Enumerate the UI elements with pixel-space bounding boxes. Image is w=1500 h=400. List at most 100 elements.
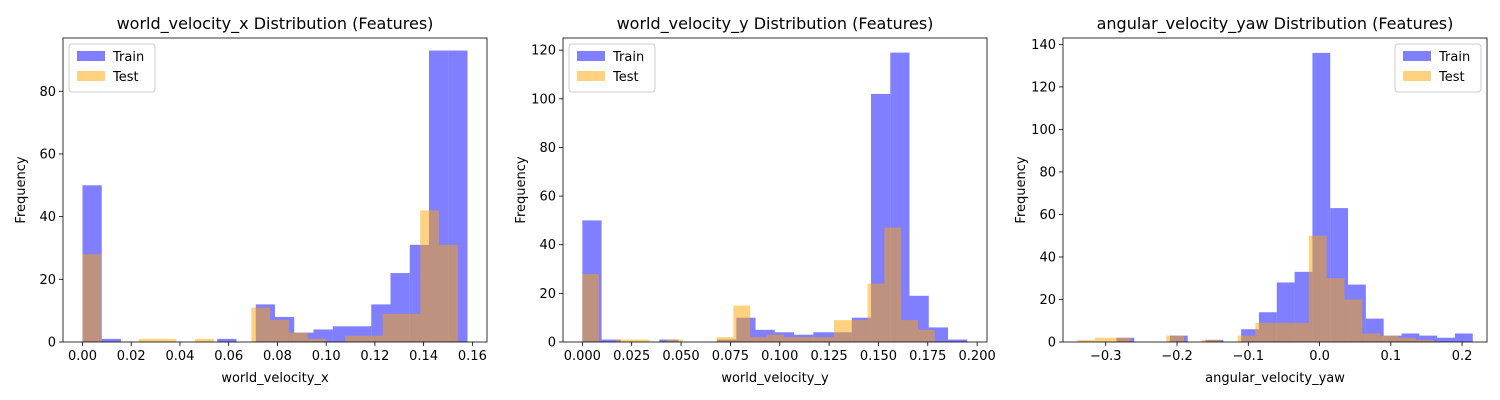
chart-panel-1: 0.00 0.02 0.04 0.06 0.08 0.10 0.12 0.14 0.16 0 20 4… (14, 14, 488, 386)
bar-test (251, 307, 271, 342)
y-tick-label: 60 (1039, 208, 1056, 223)
bar-train (217, 338, 237, 342)
bar-test (884, 227, 902, 342)
legend-swatch-train (1403, 51, 1431, 61)
bar-test (307, 338, 327, 342)
bar-test (850, 320, 868, 342)
y-tick-label: 0 (48, 336, 56, 351)
bar-train (1419, 335, 1438, 342)
y-tick-label: 80 (539, 141, 556, 156)
y-tick-label: 40 (539, 238, 556, 253)
legend-label-train: Train (112, 50, 144, 65)
bar-test (1326, 278, 1345, 342)
x-tick-label: −0.2 (1161, 349, 1193, 364)
chart-title: angular_velocity_yaw Distribution (Featu… (1097, 14, 1454, 34)
chart-panel-2: 0.000 0.025 0.050 0.075 0.100 0.125 0.150 0.175… (514, 14, 996, 386)
bar-test (834, 320, 851, 342)
series-train (1116, 52, 1473, 343)
x-axis-label: world_velocity_y (721, 371, 829, 386)
legend-swatch-train (77, 51, 105, 61)
x-tick-label: 0.00 (68, 349, 97, 364)
legend-swatch-test (1403, 71, 1431, 81)
legend-label-train: Train (1438, 50, 1470, 65)
bar-train (601, 339, 621, 342)
y-tick-label: 80 (39, 85, 56, 100)
axes-frame (1062, 37, 1488, 343)
bar-test (901, 320, 918, 342)
x-tick-label: 0.08 (263, 349, 292, 364)
y-tick-label: 0 (548, 336, 556, 351)
y-tick-label: 100 (531, 92, 556, 107)
x-tick-label: 0.14 (409, 349, 438, 364)
bar-test (1291, 322, 1309, 342)
bar-train (1437, 337, 1455, 342)
bar-test (1237, 335, 1256, 342)
bar-test (733, 305, 751, 342)
chart-title: world_velocity_x Distribution (Features) (117, 14, 434, 34)
x-tick-label: 0.12 (360, 349, 389, 364)
bar-test (632, 339, 650, 342)
y-tick-label: 20 (539, 287, 556, 302)
bar-train (101, 338, 121, 342)
x-tick-label: −0.3 (1090, 349, 1122, 364)
x-tick-label: 0.16 (458, 349, 487, 364)
bar-test (582, 273, 600, 342)
legend-swatch-test (577, 71, 605, 81)
legend: Train Test (68, 43, 156, 93)
bar-test (1380, 335, 1398, 342)
bar-test (438, 244, 458, 342)
bar-test (1362, 333, 1381, 342)
bar-test (750, 337, 767, 342)
axes-frame (562, 37, 988, 343)
x-tick-label: 0.06 (214, 349, 243, 364)
bar-test (1308, 235, 1327, 342)
x-tick-label: 0.175 (909, 349, 946, 364)
axes-frame (62, 37, 488, 343)
bar-test (666, 339, 684, 342)
bar-test (1201, 339, 1220, 342)
x-tick-label: 0.025 (613, 349, 650, 364)
bar-test (82, 254, 102, 342)
bar-test (1344, 299, 1363, 342)
x-tick-label: 0.150 (860, 349, 897, 364)
x-tick-label: 0.100 (761, 349, 798, 364)
y-tick-label: 100 (1031, 123, 1056, 138)
series-train (582, 52, 968, 342)
series-train (82, 50, 468, 343)
x-tick-label: 0.050 (662, 349, 699, 364)
legend-label-test: Test (112, 70, 139, 85)
bar-test (766, 334, 784, 342)
bar-test (615, 339, 633, 342)
bar-test (1397, 337, 1416, 342)
x-tick-label: 0.0 (1309, 349, 1330, 364)
x-axis-label: world_velocity_x (221, 371, 329, 386)
bar-test (1255, 322, 1274, 342)
legend-label-train: Train (612, 50, 644, 65)
bar-test (270, 320, 289, 342)
legend: Train Test (568, 43, 656, 93)
series-test (82, 210, 458, 342)
y-tick-label: 20 (39, 273, 56, 288)
bar-test (800, 337, 818, 342)
x-tick-label: −0.1 (1232, 349, 1264, 364)
bar-test (1273, 322, 1292, 342)
bar-train (1454, 333, 1473, 342)
y-tick-label: 120 (531, 44, 556, 59)
bar-test (1415, 339, 1434, 342)
series-test (1077, 235, 1434, 342)
y-tick-label: 60 (539, 190, 556, 205)
x-tick-label: 0.125 (810, 349, 847, 364)
bar-test (363, 335, 383, 342)
x-tick-label: 0.04 (165, 349, 194, 364)
bar-test (917, 329, 935, 342)
y-tick-label: 40 (39, 210, 56, 225)
bar-train (1401, 333, 1420, 342)
x-tick-label: 0.1 (1380, 349, 1401, 364)
x-tick-label: 0.2 (1452, 349, 1473, 364)
x-tick-label: 0.075 (712, 349, 749, 364)
y-tick-label: 120 (1031, 80, 1056, 95)
y-axis-label: Frequency (514, 156, 529, 223)
y-axis-label: Frequency (14, 156, 29, 223)
chart-title: world_velocity_y Distribution (Features) (617, 14, 934, 34)
